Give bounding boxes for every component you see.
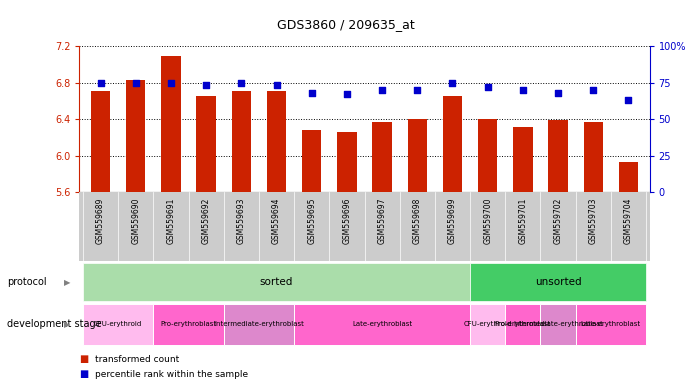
Point xyxy=(447,79,458,86)
Text: CFU-erythroid: CFU-erythroid xyxy=(464,321,512,328)
Text: sorted: sorted xyxy=(260,277,293,287)
Bar xyxy=(224,304,294,345)
Point xyxy=(306,90,317,96)
Point xyxy=(271,83,282,89)
Text: GSM559699: GSM559699 xyxy=(448,197,457,244)
Point xyxy=(482,84,493,90)
Text: GDS3860 / 209635_at: GDS3860 / 209635_at xyxy=(276,18,415,31)
Bar xyxy=(540,304,576,345)
Point xyxy=(518,87,529,93)
Text: percentile rank within the sample: percentile rank within the sample xyxy=(95,370,248,379)
Text: GSM559697: GSM559697 xyxy=(377,197,386,244)
Bar xyxy=(294,304,470,345)
Bar xyxy=(478,119,498,192)
Bar xyxy=(126,80,145,192)
Text: Intermediate-erythroblast: Intermediate-erythroblast xyxy=(214,321,304,328)
Bar xyxy=(267,91,286,192)
Bar xyxy=(549,120,568,192)
Point xyxy=(200,83,211,89)
Bar xyxy=(584,122,603,192)
Text: GSM559689: GSM559689 xyxy=(96,197,105,244)
Text: GSM559703: GSM559703 xyxy=(589,197,598,244)
Text: unsorted: unsorted xyxy=(535,277,581,287)
Point xyxy=(623,97,634,103)
Bar xyxy=(231,91,251,192)
Point xyxy=(377,87,388,93)
Text: ▶: ▶ xyxy=(64,278,70,287)
Bar xyxy=(470,263,646,301)
Bar xyxy=(408,119,427,192)
Text: ■: ■ xyxy=(79,354,88,364)
Point xyxy=(588,87,599,93)
Bar xyxy=(505,304,540,345)
Point xyxy=(165,79,176,86)
Text: Late-erythroblast: Late-erythroblast xyxy=(352,321,412,328)
Text: GSM559700: GSM559700 xyxy=(483,197,492,244)
Text: GSM559695: GSM559695 xyxy=(307,197,316,244)
Text: GSM559690: GSM559690 xyxy=(131,197,140,244)
Text: Pro-erythroblast: Pro-erythroblast xyxy=(495,321,551,328)
Text: CFU-erythroid: CFU-erythroid xyxy=(94,321,142,328)
Bar xyxy=(470,304,505,345)
Text: GSM559696: GSM559696 xyxy=(343,197,352,244)
Text: Pro-erythroblast: Pro-erythroblast xyxy=(160,321,216,328)
Bar xyxy=(513,127,533,192)
Text: GSM559701: GSM559701 xyxy=(518,197,527,244)
Bar xyxy=(83,263,470,301)
Point xyxy=(95,79,106,86)
Text: GSM559704: GSM559704 xyxy=(624,197,633,244)
Bar xyxy=(161,56,180,192)
Text: ▶: ▶ xyxy=(64,320,70,329)
Text: GSM559693: GSM559693 xyxy=(237,197,246,244)
Text: GSM559694: GSM559694 xyxy=(272,197,281,244)
Text: GSM559702: GSM559702 xyxy=(553,197,562,244)
Bar xyxy=(443,96,462,192)
Text: GSM559698: GSM559698 xyxy=(413,197,422,244)
Text: ■: ■ xyxy=(79,369,88,379)
Point xyxy=(412,87,423,93)
Text: transformed count: transformed count xyxy=(95,354,179,364)
Bar xyxy=(153,304,224,345)
Text: development stage: development stage xyxy=(7,319,102,329)
Point xyxy=(341,91,352,97)
Text: Intermediate-erythroblast: Intermediate-erythroblast xyxy=(513,321,603,328)
Point xyxy=(236,79,247,86)
Bar xyxy=(196,96,216,192)
Text: Late-erythroblast: Late-erythroblast xyxy=(580,321,641,328)
Bar xyxy=(372,122,392,192)
Point xyxy=(553,90,564,96)
Bar xyxy=(618,162,638,192)
Bar xyxy=(337,132,357,192)
Point xyxy=(130,79,141,86)
Bar xyxy=(302,130,321,192)
Text: GSM559692: GSM559692 xyxy=(202,197,211,244)
Text: GSM559691: GSM559691 xyxy=(167,197,176,244)
Text: protocol: protocol xyxy=(7,277,46,287)
Bar xyxy=(83,304,153,345)
Bar xyxy=(91,91,111,192)
Bar xyxy=(576,304,646,345)
